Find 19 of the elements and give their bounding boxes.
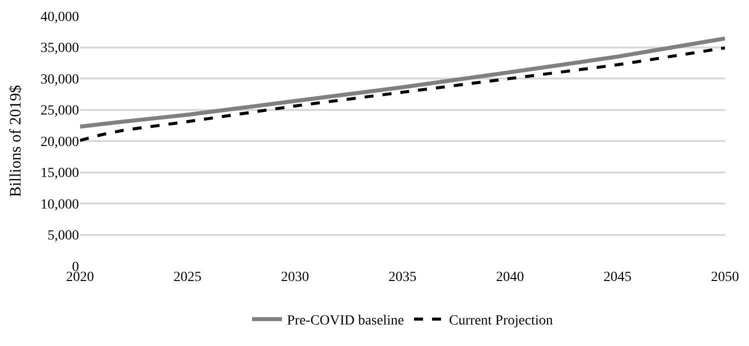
y-axis-title: Billions of 2019$ — [7, 84, 24, 198]
y-tick-label: 30,000 — [40, 72, 79, 88]
y-tick-label: 5,000 — [48, 228, 79, 244]
line-series — [80, 46, 725, 142]
x-tick-label: 2050 — [711, 270, 739, 285]
x-tick-label: 2040 — [496, 270, 524, 285]
legend-label: Current Projection — [449, 314, 553, 329]
x-tick-label: 2030 — [281, 270, 309, 285]
y-tick-label: 20,000 — [40, 134, 79, 150]
y-tick-label: 40,000 — [40, 10, 79, 25]
y-tick-label: 25,000 — [40, 104, 79, 119]
x-tick-label: 2035 — [388, 270, 416, 285]
line-series — [80, 36, 725, 129]
x-tick-label: 2025 — [174, 270, 202, 285]
y-tick-label: 35,000 — [40, 41, 79, 56]
y-tick-label: 10,000 — [40, 197, 79, 212]
legend-label: Pre-COVID baseline — [287, 314, 404, 329]
x-tick-label: 2045 — [604, 270, 632, 285]
y-tick-label: 15,000 — [40, 166, 79, 182]
